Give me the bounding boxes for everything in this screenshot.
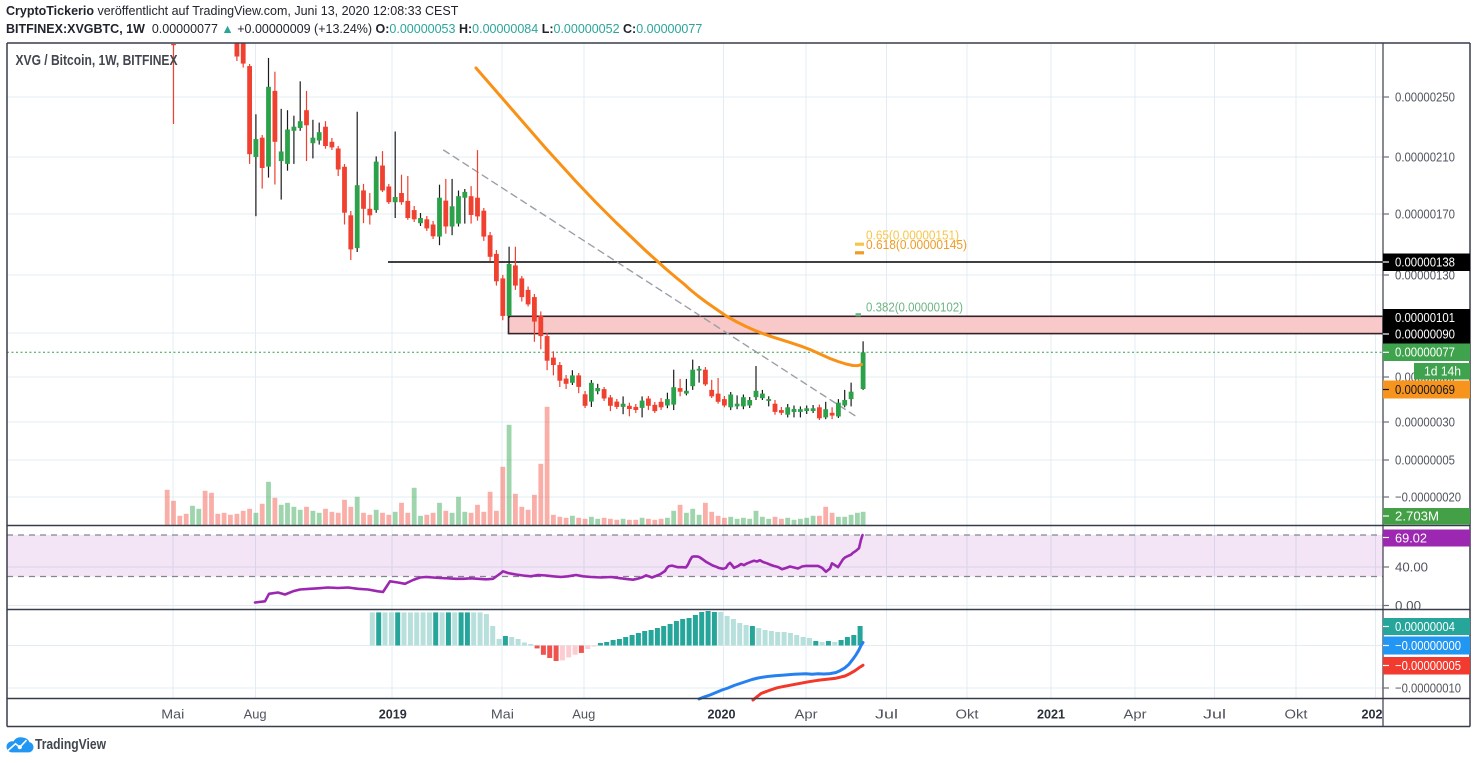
- svg-text:0.00000030: 0.00000030: [1395, 414, 1455, 429]
- svg-text:Aug: Aug: [244, 707, 267, 722]
- svg-text:Mai: Mai: [161, 707, 184, 722]
- svg-text:0.00000250: 0.00000250: [1395, 89, 1455, 104]
- svg-text:−0.00000005: −0.00000005: [1395, 658, 1461, 673]
- svg-text:Mai: Mai: [491, 707, 514, 722]
- svg-text:XVG / Bitcoin, 1W, BITFINEX: XVG / Bitcoin, 1W, BITFINEX: [16, 52, 178, 69]
- svg-text:Jul: Jul: [1203, 707, 1226, 722]
- svg-text:2022: 2022: [1362, 707, 1390, 722]
- svg-text:Jul: Jul: [875, 707, 898, 722]
- svg-text:0.00000101: 0.00000101: [1395, 310, 1455, 325]
- svg-text:2021: 2021: [1037, 707, 1065, 722]
- svg-text:0.00000069: 0.00000069: [1395, 382, 1455, 397]
- svg-text:−0.00000010: −0.00000010: [1395, 680, 1461, 695]
- svg-text:0.00000004: 0.00000004: [1395, 619, 1455, 634]
- svg-text:69.02: 69.02: [1395, 530, 1427, 545]
- svg-text:0.382(0.00000102): 0.382(0.00000102): [866, 301, 963, 315]
- svg-text:Apr: Apr: [795, 707, 819, 722]
- svg-text:0.00000005: 0.00000005: [1395, 452, 1455, 467]
- svg-text:TradingView: TradingView: [35, 737, 107, 753]
- svg-text:0.00000090: 0.00000090: [1395, 326, 1455, 341]
- svg-text:0.00000170: 0.00000170: [1395, 206, 1455, 221]
- svg-text:40.00: 40.00: [1395, 559, 1428, 574]
- svg-text:2.703M: 2.703M: [1395, 509, 1439, 524]
- svg-text:0.00000138: 0.00000138: [1395, 255, 1455, 270]
- svg-text:2019: 2019: [379, 707, 407, 722]
- svg-text:Okt: Okt: [1285, 707, 1308, 722]
- svg-text:0.00: 0.00: [1395, 598, 1421, 613]
- svg-text:2020: 2020: [708, 707, 736, 722]
- svg-text:Okt: Okt: [956, 707, 979, 722]
- svg-text:1d 14h: 1d 14h: [1424, 364, 1461, 379]
- svg-text:0.618(0.00000145): 0.618(0.00000145): [866, 238, 967, 252]
- svg-text:0.00000130: 0.00000130: [1395, 267, 1455, 282]
- svg-text:Apr: Apr: [1124, 707, 1148, 722]
- svg-text:0.00000210: 0.00000210: [1395, 149, 1455, 164]
- svg-text:−0.00000000: −0.00000000: [1395, 638, 1461, 653]
- svg-text:Aug: Aug: [572, 707, 595, 722]
- svg-text:0.00000077: 0.00000077: [1395, 345, 1455, 360]
- svg-text:0.65(0.00000151): 0.65(0.00000151): [866, 229, 959, 243]
- svg-text:−0.00000020: −0.00000020: [1395, 489, 1461, 504]
